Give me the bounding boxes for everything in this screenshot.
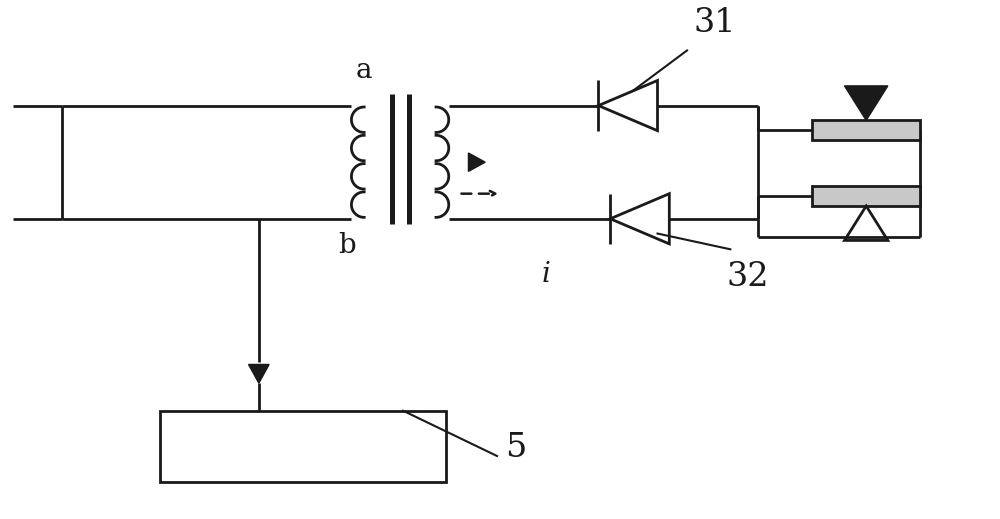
Bar	[812, 120, 920, 140]
Text: 32: 32	[727, 261, 769, 293]
Text: i: i	[541, 262, 550, 289]
Text: a: a	[356, 57, 372, 84]
Bar	[160, 411, 446, 482]
Text: 5: 5	[505, 432, 526, 464]
Text: b: b	[339, 231, 356, 258]
Polygon shape	[249, 364, 269, 383]
Bar	[812, 186, 920, 206]
Text: 31: 31	[693, 7, 736, 38]
Polygon shape	[845, 86, 888, 120]
Polygon shape	[468, 153, 485, 171]
